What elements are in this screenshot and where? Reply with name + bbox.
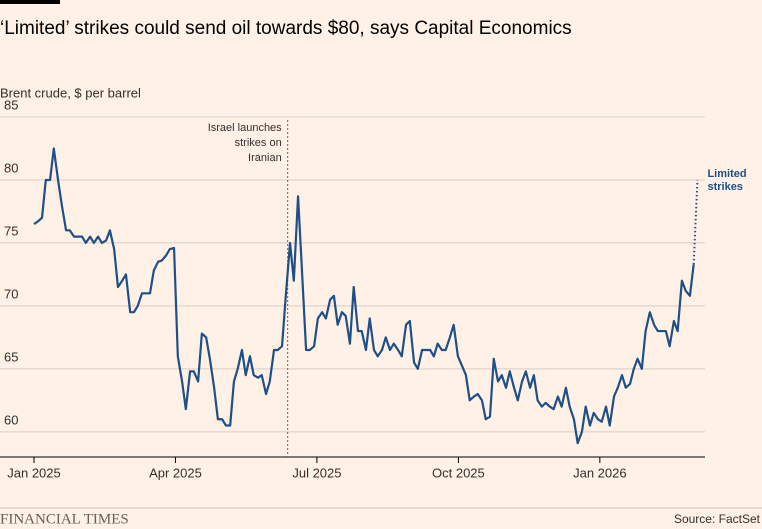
chart-title: ‘Limited’ strikes could send oil towards… [0,18,572,39]
source: Source: FactSet [674,512,761,526]
annotation: strikes on [235,137,282,149]
x-tick-label: Oct 2025 [432,465,485,480]
x-tick-label: Jan 2025 [7,465,61,480]
brand: FINANCIAL TIMES [0,511,129,527]
y-tick-label: 70 [4,286,18,301]
line [33,147,695,445]
subtitle: Brent crude, $ per barrel [0,85,141,100]
y-tick-label: 60 [4,412,18,427]
y-tick-label: 85 [4,97,18,112]
annotation: Iranian [248,152,282,164]
y-tick-label: 75 [4,223,18,238]
x-tick-label: Apr 2025 [149,465,202,480]
annotation: Israel launches [208,122,282,134]
series-label: Limited strikes [707,168,749,193]
y-tick-label: 65 [4,349,18,364]
x-tick-label: Jan 2026 [573,465,627,480]
y-tick-label: 80 [4,160,18,175]
x-tick-label: Jul 2025 [292,465,341,480]
top-bar [0,0,60,4]
